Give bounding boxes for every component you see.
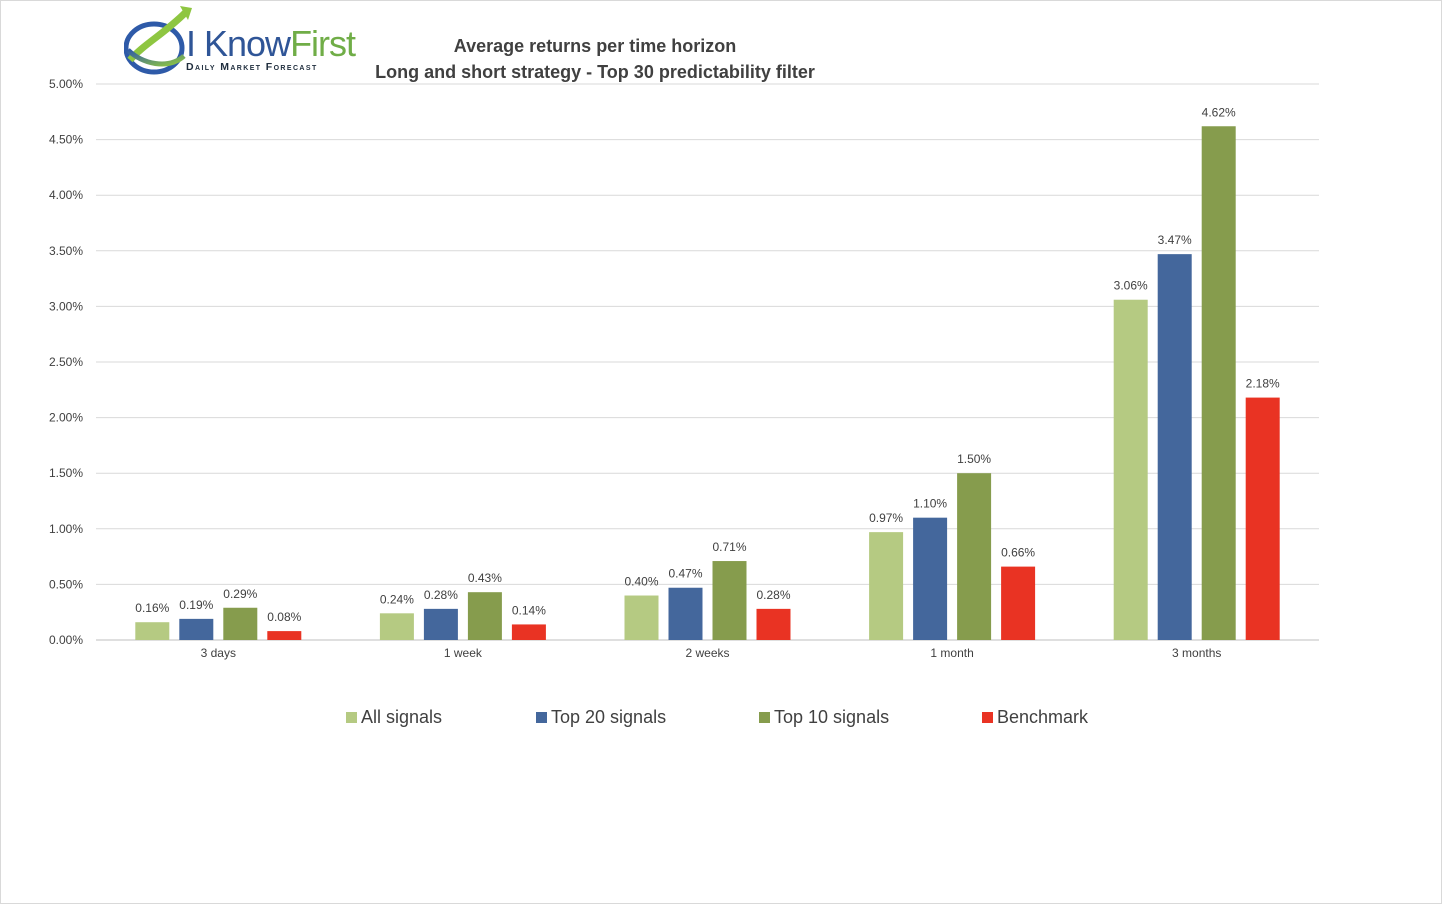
legend-swatch — [536, 712, 547, 723]
bar — [1201, 126, 1236, 641]
legend-label: All signals — [361, 707, 443, 727]
x-axis-category-labels: 3 days 1 week 2 weeks 1 month 3 months — [201, 646, 1222, 660]
logo-word-part1: I Know — [186, 23, 291, 64]
bar — [668, 587, 703, 640]
y-tick-label: 3.50% — [49, 244, 83, 258]
data-label: 0.28% — [424, 588, 458, 602]
y-axis-tick-labels: 0.00% 0.50% 1.00% 1.50% 2.00% 2.50% 3.00% 3.50%… — [49, 77, 83, 647]
y-tick-label: 3.00% — [49, 299, 83, 313]
data-label: 3.06% — [1114, 279, 1148, 293]
y-tick-label: 0.50% — [49, 577, 83, 591]
x-category-label: 3 months — [1172, 646, 1221, 660]
data-label: 3.47% — [1158, 233, 1192, 247]
data-label: 0.19% — [179, 598, 213, 612]
legend-item: Benchmark — [982, 707, 1088, 728]
bar — [624, 595, 659, 640]
data-label: 1.10% — [913, 497, 947, 511]
chart-subtitle: Long and short strategy - Top 30 predict… — [375, 62, 815, 82]
x-category-label: 2 weeks — [685, 646, 729, 660]
data-label: 0.40% — [624, 575, 658, 589]
bar — [1245, 397, 1280, 640]
legend: All signals Top 20 signals Top 10 signals B… — [0, 707, 1442, 733]
y-tick-label: 1.00% — [49, 522, 83, 536]
chart-title: Average returns per time horizon — [453, 36, 737, 56]
legend-item: Top 20 signals — [536, 707, 666, 728]
logo-tagline: Daily Market Forecast — [186, 61, 318, 73]
data-label: 0.43% — [468, 571, 502, 585]
logo-wordmark: I KnowFirst — [186, 23, 356, 64]
bar — [511, 624, 546, 640]
legend-item: All signals — [346, 707, 442, 728]
data-label: 0.66% — [1001, 546, 1035, 560]
legend-label: Benchmark — [997, 707, 1089, 727]
data-label: 0.14% — [512, 603, 546, 617]
legend-swatch — [982, 712, 993, 723]
x-category-label: 1 week — [444, 646, 483, 660]
bar — [957, 473, 992, 640]
y-tick-label: 1.50% — [49, 466, 83, 480]
data-label: 4.62% — [1202, 105, 1236, 119]
bar — [913, 517, 948, 640]
bar — [756, 608, 791, 640]
chart-titles: Average returns per time horizon Long an… — [360, 33, 830, 85]
legend-swatch — [346, 712, 357, 723]
data-label: 0.47% — [668, 567, 702, 581]
bar — [467, 592, 502, 640]
legend-label: Top 20 signals — [551, 707, 667, 727]
bar — [179, 618, 214, 640]
bar — [1113, 299, 1148, 640]
bar — [423, 608, 458, 640]
bar — [379, 613, 414, 640]
y-tick-label: 2.50% — [49, 355, 83, 369]
bar — [1157, 254, 1192, 641]
data-label: 1.50% — [957, 452, 991, 466]
y-tick-label: 4.00% — [49, 188, 83, 202]
data-label: 0.08% — [267, 610, 301, 624]
legend-label: Top 10 signals — [774, 707, 890, 727]
y-tick-label: 2.00% — [49, 411, 83, 425]
data-label: 0.29% — [223, 587, 257, 601]
bar — [223, 607, 258, 640]
bars — [135, 126, 1280, 641]
data-labels: 0.16% 0.19% 0.29% 0.08% 0.24% 0.28% 0.43% 0.14%… — [135, 105, 1280, 624]
data-label: 0.16% — [135, 601, 169, 615]
logo-globe-icon — [123, 6, 192, 75]
y-tick-label: 4.50% — [49, 133, 83, 147]
bar — [712, 561, 747, 640]
y-tick-label: 0.00% — [49, 633, 83, 647]
i-know-first-logo: I KnowFirst Daily Market Forecast — [123, 4, 364, 82]
bar — [869, 532, 904, 640]
x-category-label: 3 days — [201, 646, 236, 660]
y-tick-label: 5.00% — [49, 77, 83, 91]
legend-swatch — [759, 712, 770, 723]
logo-word-part2: First — [290, 23, 356, 64]
bar — [135, 622, 170, 640]
data-label: 2.18% — [1246, 377, 1280, 391]
data-label: 0.24% — [380, 592, 414, 606]
legend-item: Top 10 signals — [759, 707, 889, 728]
data-label: 0.28% — [756, 588, 790, 602]
x-category-label: 1 month — [930, 646, 973, 660]
bar — [1001, 566, 1036, 640]
data-label: 0.71% — [712, 540, 746, 554]
data-label: 0.97% — [869, 511, 903, 525]
bar — [267, 631, 302, 640]
